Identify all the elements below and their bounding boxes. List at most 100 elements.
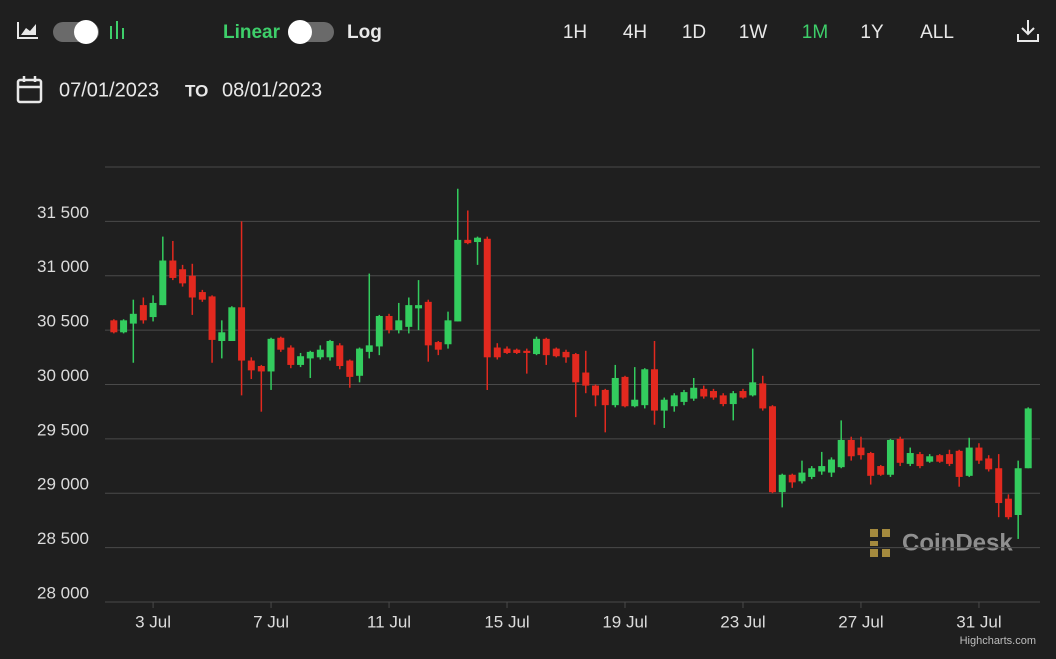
- candle-body: [759, 383, 767, 409]
- range-button[interactable]: 1H: [563, 22, 587, 43]
- candle-body: [129, 313, 137, 324]
- linear-label[interactable]: Linear: [223, 22, 281, 43]
- date-separator: TO: [185, 81, 208, 100]
- x-tick-label: 11 Jul: [367, 612, 411, 631]
- candle-body: [709, 391, 717, 398]
- range-button[interactable]: 1M: [802, 22, 828, 43]
- log-label[interactable]: Log: [347, 22, 382, 43]
- candle-body: [700, 388, 708, 397]
- candle-body: [277, 337, 285, 350]
- candle-body: [474, 237, 482, 243]
- candle-body: [316, 349, 324, 358]
- candle-body: [395, 320, 403, 331]
- candle-body: [1014, 468, 1022, 515]
- candle-body: [837, 439, 845, 468]
- candle-body: [739, 391, 747, 398]
- candle-body: [572, 354, 580, 383]
- area-icon[interactable]: [17, 22, 38, 39]
- candle-body: [995, 468, 1003, 504]
- candle-icon[interactable]: [110, 21, 124, 39]
- candle-body: [582, 372, 590, 386]
- candle-body: [818, 466, 826, 472]
- candle-body: [857, 447, 865, 456]
- candle-body: [827, 459, 835, 473]
- range-button[interactable]: 1W: [739, 22, 768, 43]
- candle-body: [326, 341, 334, 358]
- candle-body: [690, 387, 698, 399]
- candle-body: [945, 454, 953, 464]
- candle-body: [798, 472, 806, 482]
- watermark: CoinDesk: [902, 529, 1013, 556]
- range-button[interactable]: 1D: [682, 22, 706, 43]
- candle-body: [434, 342, 442, 350]
- candle-body: [965, 447, 973, 476]
- candle-body: [886, 439, 894, 475]
- candle-body: [238, 307, 246, 361]
- candle-body: [297, 356, 305, 365]
- chart-toggle[interactable]: [53, 20, 99, 44]
- candle-body: [464, 239, 472, 244]
- range-button[interactable]: 1Y: [860, 22, 884, 43]
- candle-body: [247, 360, 255, 371]
- range-button[interactable]: ALL: [920, 22, 954, 43]
- candle-body: [444, 320, 452, 345]
- candle-body: [405, 305, 413, 327]
- y-tick-label: 30 000: [37, 366, 89, 385]
- x-tick-label: 7 Jul: [253, 612, 289, 631]
- candle-body: [346, 360, 354, 377]
- candle-body: [955, 450, 963, 477]
- candle-body: [847, 439, 855, 457]
- candle-body: [867, 453, 875, 476]
- candle-body: [356, 348, 364, 376]
- x-tick-label: 15 Jul: [484, 612, 529, 631]
- scale-toggle[interactable]: [288, 20, 334, 44]
- download-icon[interactable]: [1017, 20, 1039, 42]
- candle-body: [906, 453, 914, 464]
- candle-body: [139, 305, 147, 321]
- x-tick-label: 19 Jul: [602, 612, 647, 631]
- y-tick-label: 31 000: [37, 257, 89, 276]
- candle-body: [926, 456, 934, 462]
- candle-body: [228, 307, 236, 341]
- candle-body: [601, 389, 609, 406]
- candle-body: [208, 296, 216, 340]
- candle-body: [592, 385, 600, 396]
- candle-body: [415, 305, 423, 309]
- candle-body: [513, 349, 521, 353]
- candle-body: [375, 315, 383, 347]
- candle-body: [896, 438, 904, 463]
- range-button[interactable]: 4H: [623, 22, 647, 43]
- watermark-logo: [870, 529, 890, 557]
- x-tick-label: 23 Jul: [720, 612, 765, 631]
- candle-body: [641, 369, 649, 406]
- candle-body: [975, 447, 983, 461]
- candle-body: [523, 350, 531, 353]
- y-tick-label: 31 500: [37, 203, 89, 222]
- candle-body: [936, 455, 944, 462]
- candle-body: [1024, 408, 1032, 469]
- candle-body: [287, 347, 295, 365]
- candle-body: [257, 366, 265, 372]
- candle-body: [778, 474, 786, 493]
- candle-body: [188, 275, 196, 298]
- candle-body: [749, 382, 757, 396]
- date-from[interactable]: 07/01/2023: [59, 79, 159, 101]
- date-to[interactable]: 08/01/2023: [222, 79, 322, 101]
- candle-body: [808, 468, 816, 477]
- candle-body: [533, 338, 541, 355]
- candle-body: [660, 399, 668, 411]
- candle-body: [365, 345, 373, 352]
- credits[interactable]: Highcharts.com: [960, 635, 1036, 647]
- candle-body: [493, 347, 501, 358]
- candle-body: [149, 302, 157, 318]
- x-tick-label: 31 Jul: [956, 612, 1001, 631]
- candle-body: [877, 466, 885, 475]
- candle-body: [306, 351, 314, 359]
- candle-body: [218, 332, 226, 341]
- candle-body: [503, 348, 511, 353]
- candle-body: [611, 377, 619, 406]
- calendar-icon[interactable]: [16, 76, 43, 104]
- candle-body: [1004, 498, 1012, 518]
- candle-body: [768, 406, 776, 493]
